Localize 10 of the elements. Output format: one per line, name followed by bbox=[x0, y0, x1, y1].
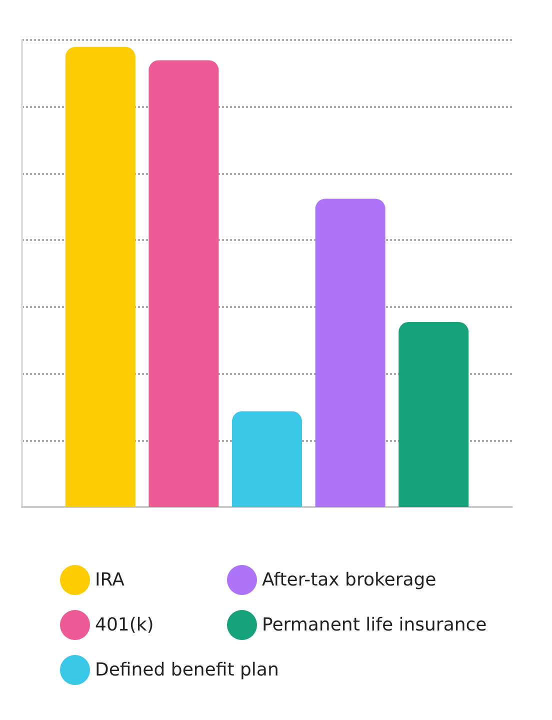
bar bbox=[148, 60, 219, 507]
legend-label: Defined benefit plan bbox=[95, 660, 279, 680]
bar bbox=[398, 322, 469, 507]
bar bbox=[65, 46, 136, 507]
legend-label: After-tax brokerage bbox=[262, 570, 436, 590]
legend-label: Permanent life insurance bbox=[262, 614, 487, 636]
legend-label: 401(k) bbox=[95, 614, 154, 636]
legend-label: IRA bbox=[95, 570, 126, 590]
bar bbox=[232, 411, 302, 507]
bar bbox=[315, 198, 386, 507]
